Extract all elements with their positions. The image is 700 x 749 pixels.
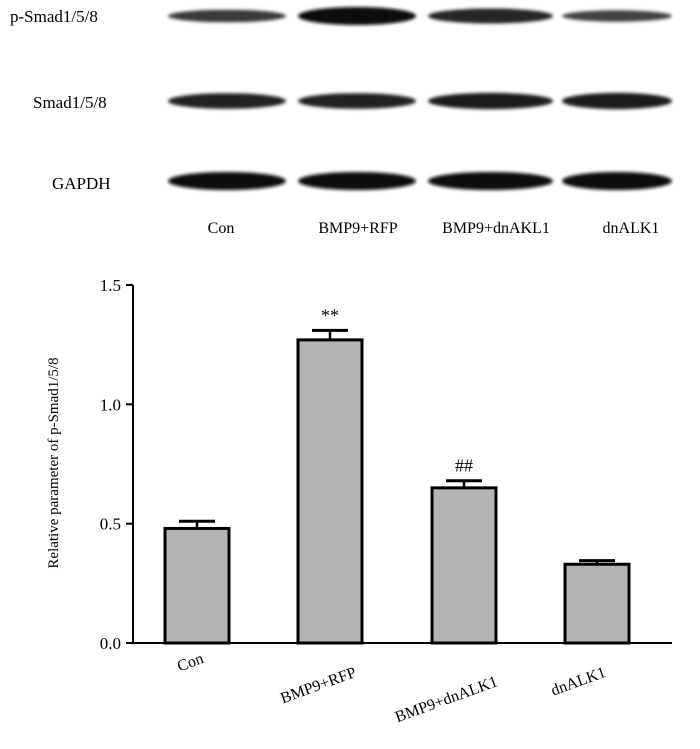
bar — [563, 562, 631, 645]
blot-band — [168, 93, 286, 109]
y-tick-label: 0.0 — [100, 634, 121, 653]
significance-label: ## — [455, 456, 473, 476]
bar — [163, 526, 231, 645]
lane-label-con: Con — [208, 220, 235, 237]
x-tick-label: Con — [175, 650, 206, 675]
bar-chart: Relative parameter of p-Smad1/5/8 0.0 0.5… — [46, 276, 672, 726]
blot-band — [562, 10, 672, 22]
blot-band — [428, 92, 553, 110]
blot-band — [562, 172, 672, 190]
blot-row-label-gapdh: GAPDH — [52, 174, 111, 193]
blot-band — [562, 92, 672, 110]
blot-row-label-psmad: p-Smad1/5/8 — [10, 7, 98, 26]
significance-label: ** — [321, 305, 339, 325]
blot-band — [298, 93, 416, 109]
blot-band — [168, 172, 286, 190]
x-tick-label: BMP9+dnALK1 — [393, 673, 500, 726]
blot-band — [428, 8, 553, 24]
blot-band — [298, 172, 416, 190]
y-axis-label: Relative parameter of p-Smad1/5/8 — [46, 357, 62, 568]
bar — [296, 338, 364, 645]
bars: ** ## — [163, 305, 631, 645]
x-tick-label: BMP9+RFP — [278, 664, 358, 707]
blot-band — [298, 7, 416, 25]
lane-label-dnalk1: dnALK1 — [603, 220, 660, 237]
blot-band — [168, 9, 286, 23]
blot-band — [428, 172, 553, 190]
lane-label-bmp9-rfp: BMP9+RFP — [318, 220, 397, 237]
x-tick-label: dnALK1 — [549, 664, 608, 699]
y-tick-label: 0.5 — [100, 515, 121, 534]
blot-row-label-smad: Smad1/5/8 — [33, 93, 107, 112]
y-tick-label: 1.5 — [100, 276, 121, 295]
blot-bands — [168, 7, 672, 190]
y-ticks: 0.0 0.5 1.0 1.5 — [100, 276, 133, 653]
y-tick-label: 1.0 — [100, 395, 121, 414]
bar — [430, 486, 498, 645]
x-tick-labels: Con BMP9+RFP BMP9+dnALK1 dnALK1 — [175, 650, 608, 726]
lane-label-bmp9-dnakl1: BMP9+dnAKL1 — [442, 220, 550, 237]
western-blot-panel: p-Smad1/5/8 Smad1/5/8 GAPDH Con BMP9+RFP… — [10, 7, 672, 237]
